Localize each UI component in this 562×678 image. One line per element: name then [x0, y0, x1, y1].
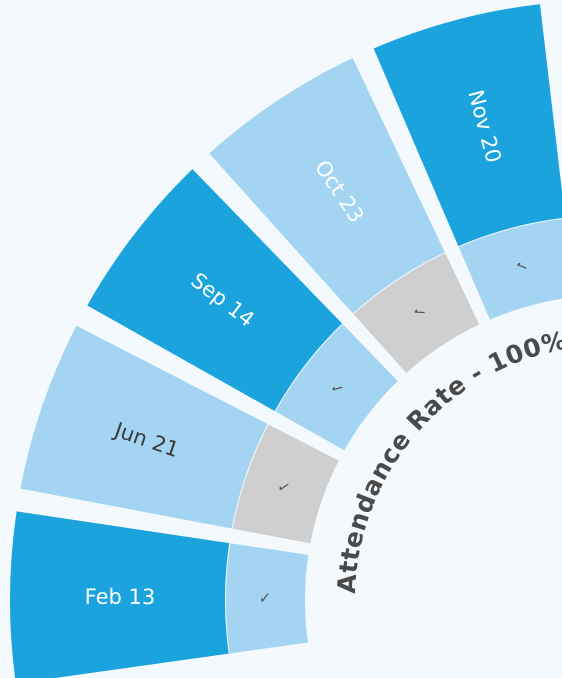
check-wedge: [226, 543, 309, 654]
check-mark: ✓: [275, 477, 293, 498]
date-wedge: [20, 325, 268, 529]
check-mark: ✓: [259, 589, 272, 607]
date-wedge: [209, 57, 445, 314]
check-wedge: [275, 324, 398, 451]
check-mark: ✓: [511, 258, 532, 275]
date-label: Feb 13: [85, 585, 156, 609]
date-wedge: [373, 4, 562, 247]
date-wedge: [10, 511, 230, 678]
segments: Feb 13 ✓Jun 21✓Sep 14✓Oct 23✓Nov 20✓: [10, 4, 562, 678]
check-wedge: [353, 253, 480, 373]
date-wedge: [87, 169, 343, 412]
check-wedge: [458, 219, 562, 320]
check-wedge: [232, 424, 339, 544]
